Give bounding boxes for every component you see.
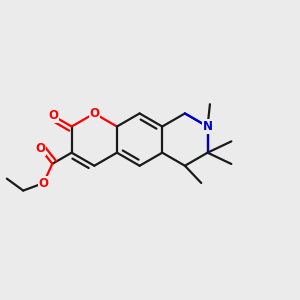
Text: N: N xyxy=(202,120,213,133)
Text: O: O xyxy=(38,177,48,190)
Text: O: O xyxy=(48,109,58,122)
Text: O: O xyxy=(89,107,99,120)
Text: O: O xyxy=(35,142,45,155)
